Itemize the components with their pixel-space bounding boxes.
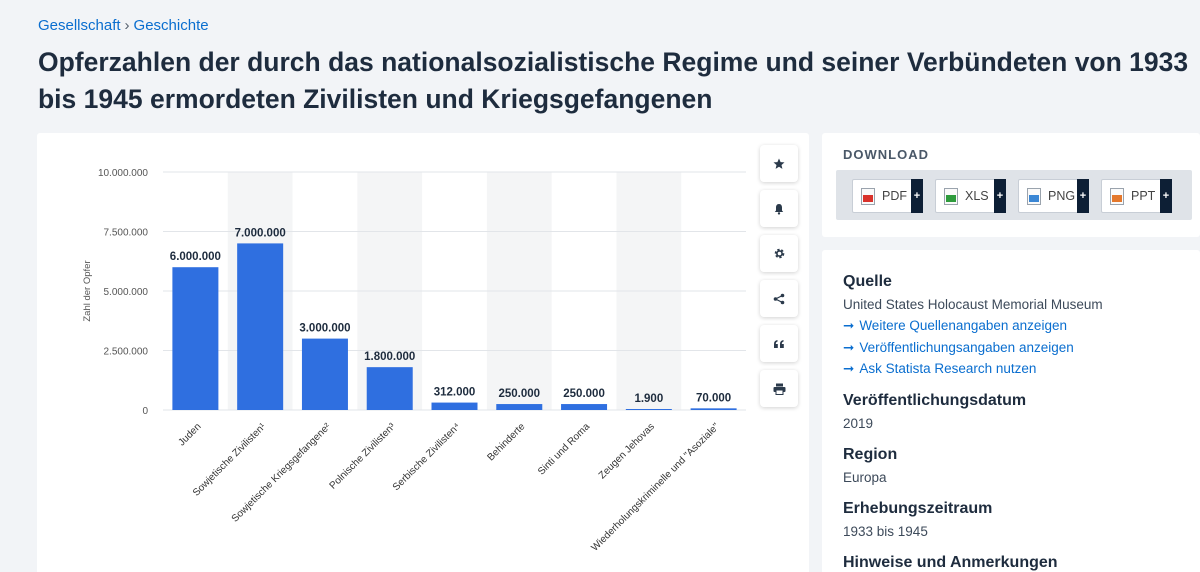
settings-button[interactable] [760, 235, 798, 272]
print-button[interactable] [760, 370, 798, 407]
data-label: 1.800.000 [364, 351, 415, 363]
png-file-icon [1027, 187, 1041, 205]
download-pdf-button[interactable]: PDF + [852, 179, 923, 213]
gear-icon [774, 248, 784, 259]
x-tick-label: Wiederholungskriminelle und "Asoziale" [589, 421, 722, 554]
download-card: DOWNLOAD PDF + XLS + PNG + PPT + [822, 133, 1200, 237]
pdf-file-icon [861, 187, 875, 205]
bar [690, 408, 737, 410]
x-tick-label: Behinderte [485, 421, 527, 463]
bell-icon [774, 203, 784, 215]
xls-file-icon [944, 187, 958, 205]
info-card: Quelle United States Holocaust Memorial … [822, 250, 1200, 572]
ask-research-label: Ask Statista Research nutzen [859, 361, 1037, 376]
publication-info-link[interactable]: ➞ Veröffentlichungsangaben anzeigen [843, 340, 1074, 356]
data-label: 6.000.000 [170, 251, 221, 263]
favorite-button[interactable] [760, 145, 798, 182]
period-value: 1933 bis 1945 [843, 524, 928, 539]
page-title-line-1: Opferzahlen der durch das nationalsozial… [38, 47, 1189, 77]
bar [172, 267, 219, 410]
x-tick-label: Juden [176, 421, 203, 448]
bar [301, 338, 348, 410]
download-ppt-label: PPT [1131, 189, 1156, 203]
source-value: United States Holocaust Memorial Museum [843, 297, 1103, 312]
region-value: Europa [843, 470, 887, 485]
download-xls-button[interactable]: XLS + [935, 179, 1006, 213]
plus-icon: + [994, 179, 1006, 213]
arrow-right-icon: ➞ [843, 318, 855, 333]
x-tick-label: Zeugen Jehovas [597, 421, 657, 481]
bar [561, 404, 608, 410]
share-icon [773, 293, 785, 304]
cite-button[interactable] [760, 325, 798, 362]
notification-button[interactable] [760, 190, 798, 227]
data-label: 312.000 [434, 387, 476, 399]
quote-icon [774, 339, 784, 348]
publication-info-label: Veröffentlichungsangaben anzeigen [859, 340, 1074, 355]
y-tick-label: 2.500.000 [104, 347, 149, 358]
arrow-right-icon: ➞ [843, 361, 855, 376]
chart-card: 0 2.500.000 5.000.000 7.500.000 10.000.000 Za… [37, 133, 809, 572]
page-title: Opferzahlen der durch das nationalsozial… [38, 44, 1200, 118]
arrow-right-icon: ➞ [843, 340, 855, 355]
plus-icon: + [911, 179, 923, 213]
x-tick-label: Polnische Zivilisten³ [328, 421, 399, 492]
period-heading: Erhebungszeitraum [843, 500, 993, 517]
breadcrumb-gesellschaft[interactable]: Gesellschaft [38, 17, 121, 34]
more-source-label: Weitere Quellenangaben anzeigen [859, 318, 1067, 333]
download-pdf-label: PDF [882, 189, 907, 203]
ppt-file-icon [1110, 187, 1124, 205]
region-heading: Region [843, 446, 898, 463]
download-ppt-button[interactable]: PPT + [1101, 179, 1172, 213]
data-label: 7.000.000 [235, 227, 286, 239]
download-png-label: PNG [1048, 189, 1076, 203]
x-tick-label: Sinti und Roma [536, 421, 592, 477]
pubdate-value: 2019 [843, 416, 874, 431]
bar-chart: 0 2.500.000 5.000.000 7.500.000 10.000.000 Za… [82, 168, 746, 554]
chart-toolbar [760, 145, 798, 415]
download-options: PDF + XLS + PNG + PPT + [836, 170, 1192, 220]
data-label: 3.000.000 [299, 323, 350, 335]
bar [237, 243, 284, 410]
breadcrumb-separator: › [124, 17, 130, 34]
share-button[interactable] [760, 280, 798, 317]
y-axis-label: Zahl der Opfer [82, 260, 93, 321]
ask-research-link[interactable]: ➞ Ask Statista Research nutzen [843, 361, 1036, 377]
plus-icon: + [1160, 179, 1172, 213]
x-tick-label: Sowjetische Zivilisten¹ [191, 421, 269, 499]
x-tick-label: Serbische Zivilisten⁴ [391, 421, 463, 493]
data-label: 250.000 [498, 388, 540, 400]
notes-heading: Hinweise und Anmerkungen [843, 554, 1058, 571]
y-tick-label: 0 [142, 406, 148, 417]
bar [366, 367, 413, 410]
data-label: 1.900 [634, 393, 663, 405]
bar [496, 404, 543, 410]
bar [625, 409, 672, 410]
download-png-button[interactable]: PNG + [1018, 179, 1089, 213]
y-tick-label: 5.000.000 [104, 287, 149, 298]
download-title: DOWNLOAD [843, 147, 929, 162]
source-heading: Quelle [843, 273, 892, 290]
y-tick-label: 10.000.000 [98, 168, 148, 179]
breadcrumb-geschichte[interactable]: Geschichte [133, 17, 209, 34]
data-label: 70.000 [696, 392, 731, 404]
print-icon [773, 383, 785, 395]
download-xls-label: XLS [965, 189, 989, 203]
y-tick-label: 7.500.000 [104, 228, 149, 239]
bar [431, 402, 478, 410]
plus-icon: + [1077, 179, 1089, 213]
more-source-link[interactable]: ➞ Weitere Quellenangaben anzeigen [843, 318, 1067, 334]
pubdate-heading: Veröffentlichungsdatum [843, 392, 1027, 409]
breadcrumb: Gesellschaft › Geschichte [38, 17, 209, 34]
page-title-line-2: bis 1945 ermordeten Zivilisten und Krieg… [38, 84, 713, 114]
star-icon [773, 158, 785, 169]
data-label: 250.000 [563, 388, 605, 400]
